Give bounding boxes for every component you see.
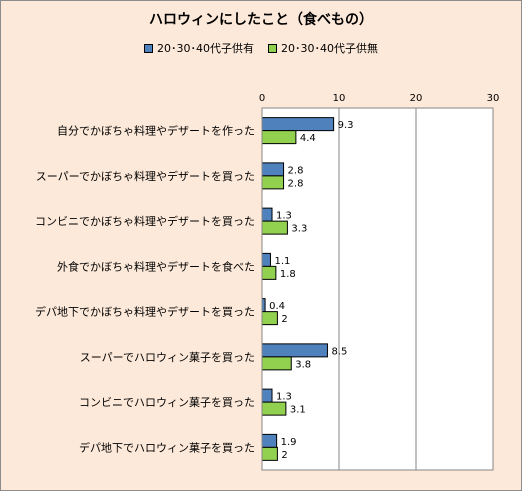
data-label-series-1: 1.9 <box>281 437 297 448</box>
legend-item-series-1: 20･30･40代子供有 <box>144 40 254 56</box>
bar-series-2 <box>261 311 278 326</box>
bar-series-1 <box>261 207 273 222</box>
category-label: デパ地下でかぼちゃ料理やデザートを買った <box>35 305 255 319</box>
data-label-series-2: 3.8 <box>295 359 311 370</box>
plot-area <box>262 108 493 470</box>
legend-swatch-series-1 <box>144 43 153 53</box>
data-label-series-2: 2.8 <box>288 178 304 189</box>
category-label: 外食でかぼちゃ料理やデザートを食べた <box>57 259 255 273</box>
bar-series-2 <box>261 220 288 235</box>
legend: 20･30･40代子供有 20･30･40代子供無 <box>0 40 522 56</box>
bar-series-2 <box>261 356 292 371</box>
data-label-series-2: 2 <box>281 314 287 325</box>
x-tick-label: 20 <box>410 93 423 104</box>
legend-swatch-series-2 <box>268 43 277 53</box>
data-label-series-1: 1.3 <box>276 211 292 222</box>
bar-series-1 <box>261 117 335 132</box>
data-label-series-2: 4.4 <box>300 133 316 144</box>
category-label: スーパーでかぼちゃ料理やデザートを買った <box>36 169 255 183</box>
x-tick-label: 0 <box>259 93 265 104</box>
x-tick-label: 30 <box>487 93 500 104</box>
bar-series-2 <box>261 265 277 280</box>
category-label: コンビニでかぼちゃ料理やデザートを買った <box>35 214 255 228</box>
bar-series-1 <box>261 162 285 177</box>
data-label-series-2: 2 <box>281 450 287 461</box>
bar-series-1 <box>261 343 328 358</box>
data-label-series-1: 0.4 <box>269 301 285 312</box>
bar-series-2 <box>261 446 278 461</box>
data-label-series-1: 9.3 <box>338 120 354 131</box>
bar-series-2 <box>261 175 285 190</box>
data-label-series-2: 3.1 <box>290 405 306 416</box>
bar-series-1 <box>261 388 273 403</box>
x-tick-label: 10 <box>333 93 346 104</box>
legend-label-series-1: 20･30･40代子供有 <box>157 42 254 55</box>
data-label-series-1: 1.3 <box>276 392 292 403</box>
category-label: デパ地下でハロウィン菓子を買った <box>79 440 255 454</box>
category-label: スーパーでハロウィン菓子を買った <box>80 351 255 364</box>
data-label-series-2: 1.8 <box>280 269 296 280</box>
data-label-series-1: 2.8 <box>288 165 304 176</box>
legend-label-series-2: 20･30･40代子供無 <box>281 42 378 55</box>
bar-series-1 <box>261 433 278 448</box>
data-label-series-2: 3.3 <box>291 224 307 235</box>
data-label-series-1: 8.5 <box>331 346 347 357</box>
legend-item-series-2: 20･30･40代子供無 <box>268 40 378 56</box>
category-label: 自分でかぼちゃ料理やデザートを作った <box>57 124 255 138</box>
chart-title: ハロウィンにしたこと（食べもの） <box>149 12 373 28</box>
bar-series-2 <box>261 130 297 145</box>
bar-series-2 <box>261 401 287 416</box>
data-label-series-1: 1.1 <box>274 256 290 267</box>
category-label: コンビニでハロウィン菓子を買った <box>79 396 255 409</box>
bar-series-1 <box>261 252 271 267</box>
